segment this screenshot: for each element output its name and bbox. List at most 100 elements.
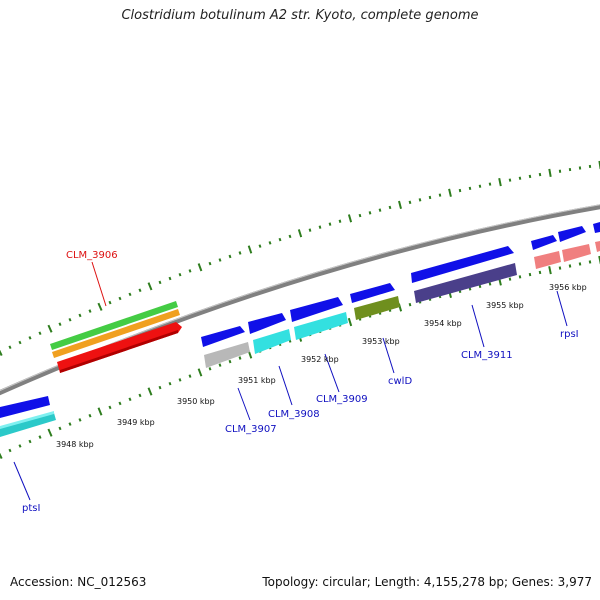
tick-mark (328, 222, 332, 226)
tick-mark (278, 237, 282, 242)
tick-mark (218, 258, 222, 262)
tick-mark (268, 241, 272, 245)
tick-mark (118, 296, 122, 301)
tick-mark (468, 186, 472, 191)
gene-labels: ptsI CLM_3906 CLM_3907 CLM_3908 CLM_3909… (22, 250, 579, 514)
connector-clm3911 (471, 304, 485, 348)
gene-clm3908-arrow[interactable] (248, 313, 286, 334)
tick-mark (188, 374, 192, 378)
tick-mark (88, 413, 92, 418)
gene-label-clm3907[interactable]: CLM_3907 (225, 424, 277, 435)
gene-clm3909-cds[interactable] (294, 312, 348, 340)
gene-label-clm3908[interactable]: CLM_3908 (268, 409, 320, 420)
gene-clm3909-arrow[interactable] (290, 297, 343, 322)
tick-mark (347, 317, 353, 327)
tick-mark (178, 272, 182, 277)
tick-mark (478, 184, 482, 188)
tick-mark (138, 393, 142, 398)
tick-mark (0, 349, 3, 357)
tick-mark (378, 208, 382, 212)
tick-mark (538, 270, 542, 275)
tick-mark (478, 284, 482, 289)
gene-clm3907-arrow[interactable] (201, 326, 245, 347)
tick-mark (448, 188, 452, 197)
tick-mark (197, 368, 203, 377)
tick-mark (78, 418, 82, 422)
tick-mark (508, 277, 512, 281)
tick-mark (238, 251, 242, 255)
tick-mark (368, 211, 372, 215)
gene-label-clm3909[interactable]: CLM_3909 (316, 394, 368, 405)
gene-clm3911-arrow[interactable] (411, 246, 514, 283)
tick-mark (228, 359, 232, 364)
gene-label-clm3906[interactable]: CLM_3906 (66, 250, 118, 261)
tick-mark (158, 280, 162, 285)
connector-clm3909 (324, 353, 340, 393)
gene-cwld-arrow[interactable] (350, 283, 395, 303)
tick-mark (128, 292, 132, 297)
gene-ptsi-cds[interactable] (0, 413, 56, 437)
tick-mark (47, 428, 53, 437)
gene-clm3906-green[interactable] (50, 301, 178, 350)
tick-mark (308, 228, 312, 232)
tick-mark (8, 345, 12, 350)
gene-right-cds[interactable] (595, 241, 600, 252)
tick-mark (188, 269, 192, 273)
tick-mark (18, 340, 22, 345)
gene-rpsi-arrow-2[interactable] (558, 226, 586, 242)
genome-summary: Topology: circular; Length: 4,155,278 bp… (262, 575, 592, 589)
tick-mark (128, 397, 132, 402)
gene-label-ptsi[interactable]: ptsI (22, 503, 40, 514)
outer-tick-ring (0, 160, 600, 357)
tick-mark (518, 275, 522, 279)
gene-rpsi-cds-1[interactable] (534, 251, 561, 269)
gene-rpsi-cds-2[interactable] (562, 244, 591, 262)
tick-mark (418, 198, 422, 202)
tick-mark (108, 300, 112, 305)
tick-mark (458, 188, 462, 193)
tick-mark (528, 272, 532, 277)
tick-mark (318, 225, 322, 229)
gene-clm3908-cds[interactable] (253, 329, 291, 354)
tick-mark (548, 168, 552, 177)
scale-label: 3952 kbp (301, 355, 339, 364)
tick-mark (208, 367, 212, 371)
gene-clm3907-cds[interactable] (204, 342, 250, 368)
gene-rpsi-arrow-1[interactable] (531, 235, 557, 250)
gene-clm3906-red[interactable] (57, 322, 182, 373)
gene-ptsi-arrow[interactable] (0, 396, 50, 418)
tick-mark (358, 213, 362, 218)
scale-label: 3948 kbp (56, 440, 94, 449)
gene-label-clm3911[interactable]: CLM_3911 (461, 350, 513, 361)
tick-mark (47, 324, 53, 333)
gene-clm3911-cds[interactable] (414, 263, 517, 303)
tick-mark (598, 255, 600, 265)
scale-label: 3950 kbp (177, 397, 215, 406)
tick-mark (78, 313, 82, 318)
connector-ptsi (13, 461, 31, 501)
tick-mark (498, 178, 502, 187)
gene-label-cwld[interactable]: cwlD (388, 376, 412, 387)
scale-label: 3953 kbp (362, 337, 400, 346)
tick-mark (218, 363, 222, 367)
tick-mark (8, 448, 12, 453)
tick-mark (68, 317, 72, 322)
tick-mark (38, 435, 42, 439)
tick-mark (288, 234, 292, 239)
map-title: Clostridium botulinum A2 str. Kyoto, com… (121, 8, 479, 23)
gene-label-rpsi[interactable]: rpsI (560, 329, 579, 340)
tick-mark (228, 254, 232, 259)
tick-mark (518, 176, 522, 180)
tick-mark (158, 385, 162, 390)
tick-mark (28, 439, 32, 444)
connector-clm3907 (237, 387, 251, 421)
tick-mark (347, 214, 353, 223)
tick-mark (197, 263, 203, 272)
tick-mark (18, 444, 22, 448)
scale-label: 3954 kbp (424, 319, 462, 328)
gene-clm3906-orange[interactable] (52, 309, 180, 358)
tick-mark (38, 331, 42, 336)
gene-cwld-cds[interactable] (354, 296, 400, 320)
gene-right-arrow[interactable] (593, 222, 600, 233)
